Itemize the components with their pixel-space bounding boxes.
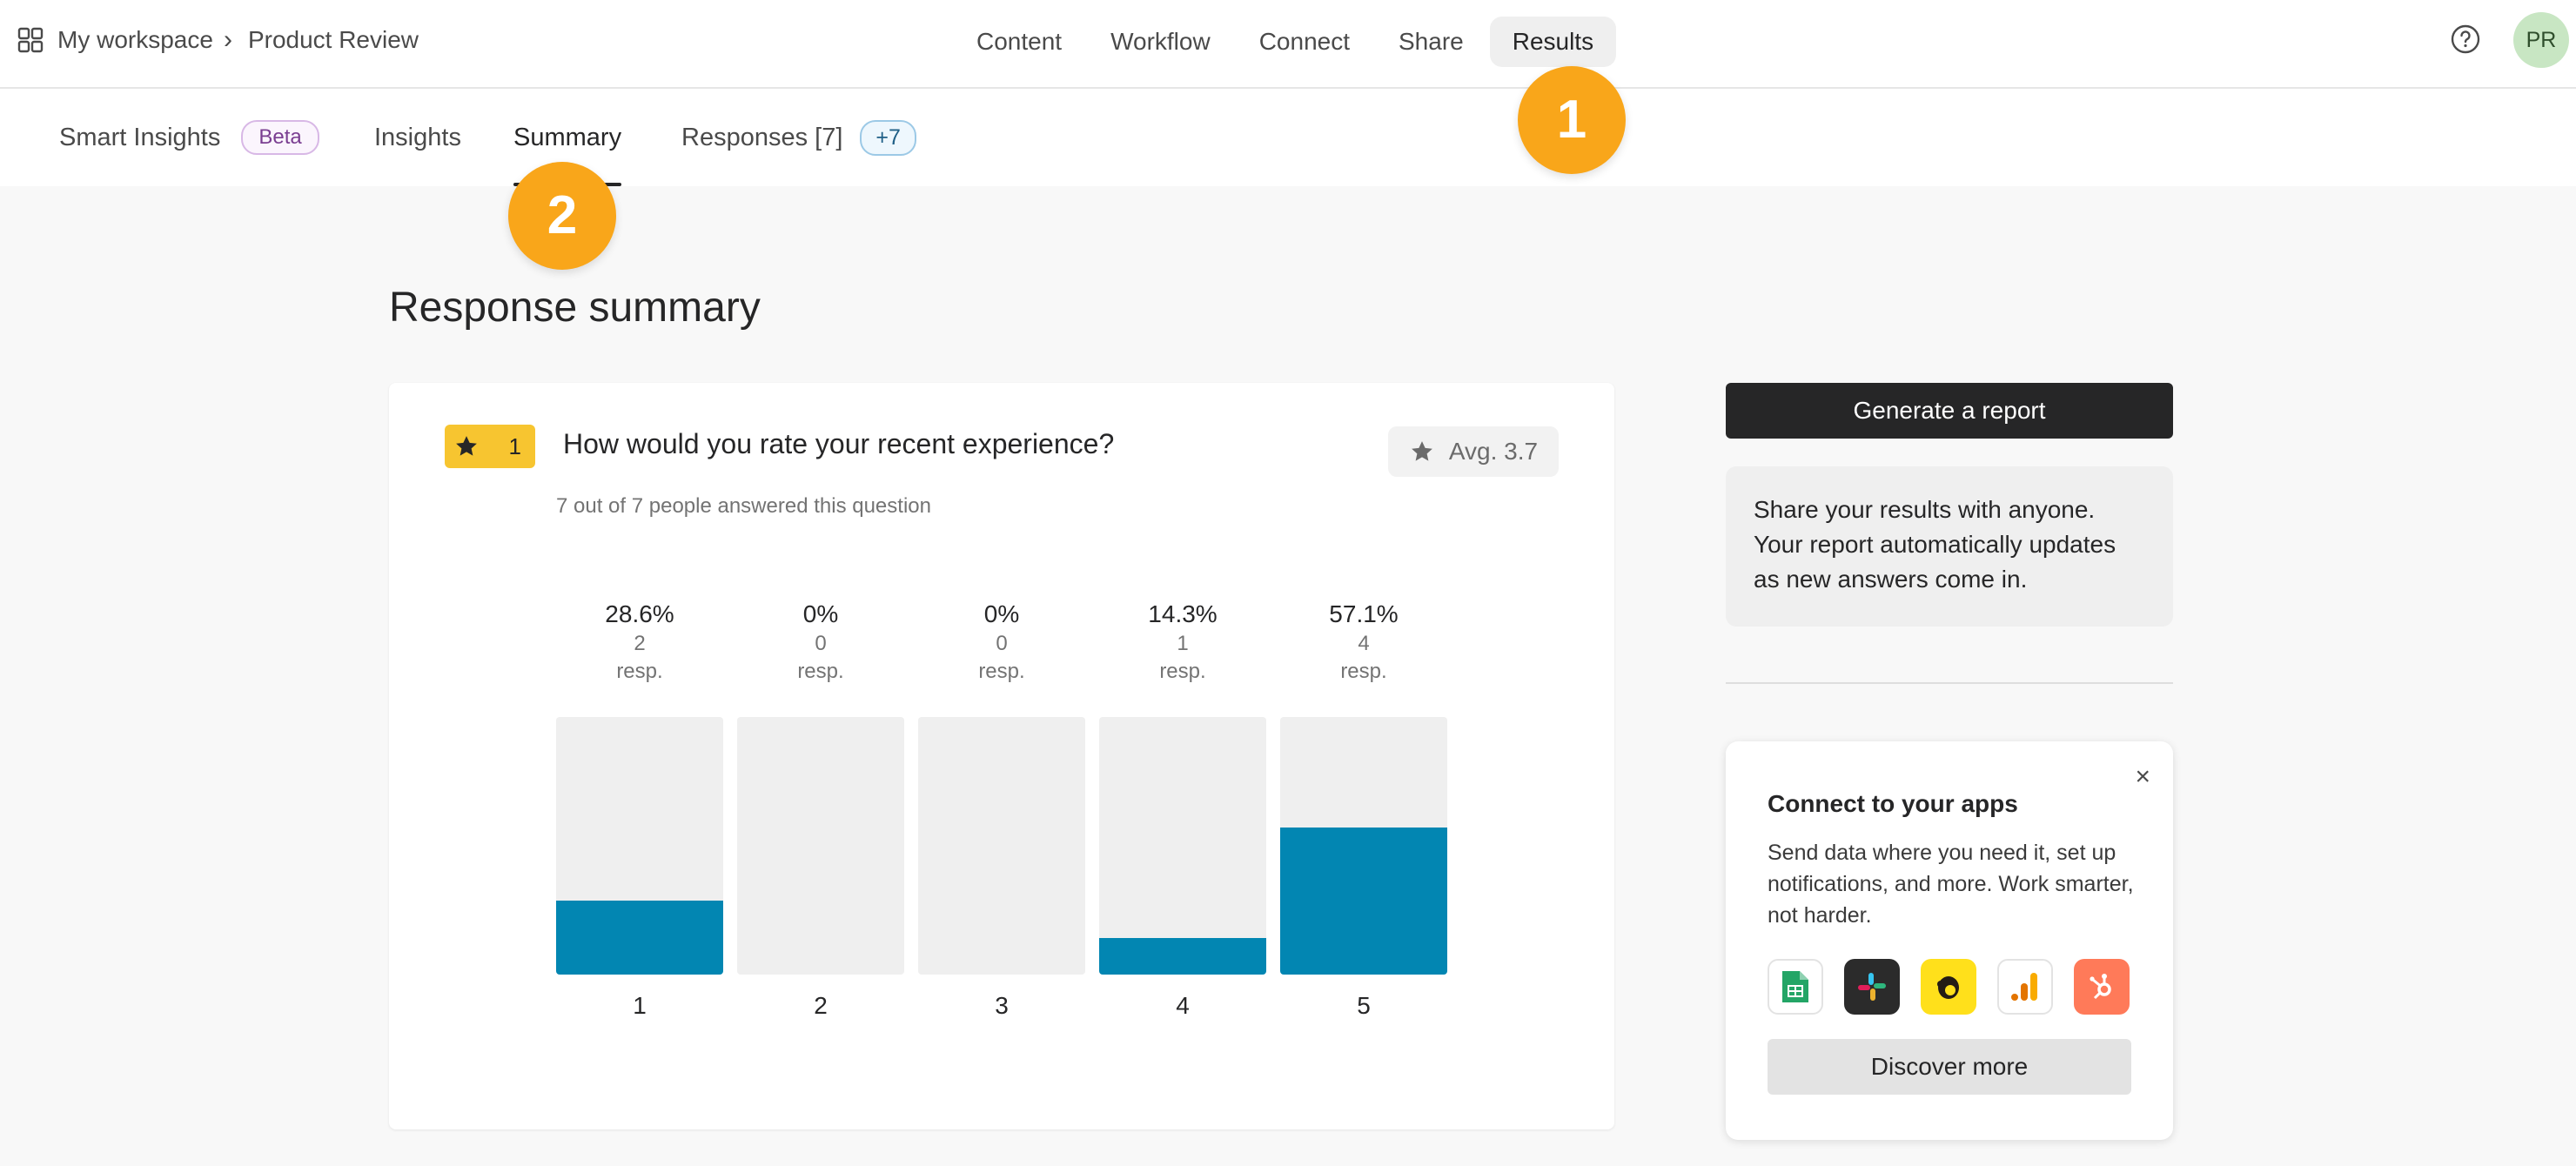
bar-percent-label: 57.1%	[1329, 600, 1399, 627]
new-responses-badge: +7	[860, 119, 916, 156]
x-tick-label: 4	[1176, 992, 1190, 1019]
slack-icon[interactable]	[1844, 959, 1900, 1015]
tab-smart-insights[interactable]: Smart Insights Beta	[59, 89, 319, 186]
top-bar: My workspace › Product Review Content Wo…	[0, 0, 2576, 89]
generate-report-button[interactable]: Generate a report	[1726, 383, 2173, 439]
bar	[1280, 827, 1447, 975]
bar-stats: 57.1% 4 resp.	[1280, 599, 1447, 686]
x-tick-label: 2	[814, 992, 828, 1019]
breadcrumb-form-name[interactable]: Product Review	[247, 26, 419, 53]
bar-stats: 28.6% 2 resp.	[556, 599, 723, 686]
results-subtabs: Smart Insights Beta Insights Summary Res…	[0, 89, 2576, 186]
average-rating: Avg. 3.7	[1388, 426, 1559, 477]
bar-stats: 14.3% 1 resp.	[1099, 599, 1266, 686]
nav-connect[interactable]: Connect	[1258, 28, 1350, 55]
question-number: 1	[508, 432, 521, 459]
bar-percent-label: 14.3%	[1148, 600, 1218, 627]
connect-apps-card: × Connect to your apps Send data where y…	[1726, 741, 2173, 1140]
step-marker-1: 1	[1518, 66, 1626, 174]
bar-stats: 0% 0 resp.	[737, 599, 904, 686]
help-icon[interactable]	[2450, 23, 2481, 55]
bar-track	[918, 717, 1085, 975]
x-tick-label: 5	[1357, 992, 1371, 1019]
bar	[1099, 937, 1266, 975]
divider	[1726, 682, 2173, 684]
app-integrations	[1768, 959, 2150, 1015]
question-title: How would you rate your recent experienc…	[563, 428, 1115, 459]
close-icon[interactable]: ×	[2135, 762, 2150, 791]
x-tick-label: 3	[995, 992, 1009, 1019]
nav-share[interactable]: Share	[1399, 28, 1464, 55]
tab-responses-label: Responses [7]	[681, 123, 843, 151]
x-tick-label: 1	[633, 992, 647, 1019]
step-marker-2: 2	[508, 162, 616, 270]
connect-apps-description: Send data where you need it, set up noti…	[1768, 841, 2134, 928]
bar-track	[1099, 717, 1266, 975]
star-icon	[456, 436, 477, 456]
bar-count-label: 1	[1177, 632, 1189, 655]
tab-summary-label: Summary	[513, 123, 622, 151]
bar-count-label: 0	[815, 632, 827, 655]
average-rating-value: Avg. 3.7	[1448, 438, 1539, 465]
bar-count-label: 0	[996, 632, 1008, 655]
page-title: Response summary	[389, 285, 761, 331]
google-analytics-icon[interactable]	[1997, 959, 2053, 1015]
tab-insights-label: Insights	[374, 123, 461, 151]
bar-count-unit: resp.	[616, 660, 663, 683]
bar-count-unit: resp.	[1340, 660, 1387, 683]
bar-track	[737, 717, 904, 975]
bar-count-unit: resp.	[978, 660, 1025, 683]
bar-percent-label: 28.6%	[605, 600, 674, 627]
connect-apps-title: Connect to your apps	[1768, 790, 2018, 817]
tab-responses[interactable]: Responses [7] +7	[681, 89, 916, 186]
breadcrumb-workspace-link[interactable]: My workspace	[57, 26, 213, 53]
tab-insights[interactable]: Insights	[374, 89, 461, 186]
bar	[556, 901, 723, 975]
answered-count: 7 out of 7 people answered this question	[556, 494, 931, 518]
bar-count-label: 2	[634, 632, 646, 655]
star-icon	[1412, 441, 1432, 461]
breadcrumb: My workspace › Product Review	[17, 0, 419, 80]
nav-results[interactable]: Results	[1489, 17, 1617, 67]
google-sheets-icon[interactable]	[1768, 959, 1823, 1015]
bar-track	[1280, 717, 1447, 975]
share-report-info: Share your results with anyone. Your rep…	[1726, 466, 2173, 627]
tab-smart-insights-label: Smart Insights	[59, 123, 221, 151]
hubspot-icon[interactable]	[2074, 959, 2130, 1015]
bar-stats: 0% 0 resp.	[918, 599, 1085, 686]
bar-count-unit: resp.	[797, 660, 844, 683]
rating-question-badge: 1	[445, 425, 535, 468]
bar-count-unit: resp.	[1159, 660, 1206, 683]
user-avatar[interactable]: PR	[2513, 12, 2569, 68]
mailchimp-icon[interactable]	[1921, 959, 1976, 1015]
bar-count-label: 4	[1358, 632, 1370, 655]
bar-track	[556, 717, 723, 975]
chevron-right-icon: ›	[223, 25, 232, 54]
nav-workflow[interactable]: Workflow	[1110, 28, 1211, 55]
workspace-grid-icon[interactable]	[17, 27, 44, 53]
bar-percent-label: 0%	[983, 600, 1020, 627]
beta-badge: Beta	[241, 120, 319, 155]
bar-percent-label: 0%	[802, 600, 839, 627]
discover-more-button[interactable]: Discover more	[1768, 1039, 2131, 1095]
nav-content[interactable]: Content	[976, 28, 1063, 55]
question-summary-card: 1 How would you rate your recent experie…	[389, 383, 1614, 1129]
main-nav: Content Workflow Connect Share Results	[954, 17, 1620, 67]
